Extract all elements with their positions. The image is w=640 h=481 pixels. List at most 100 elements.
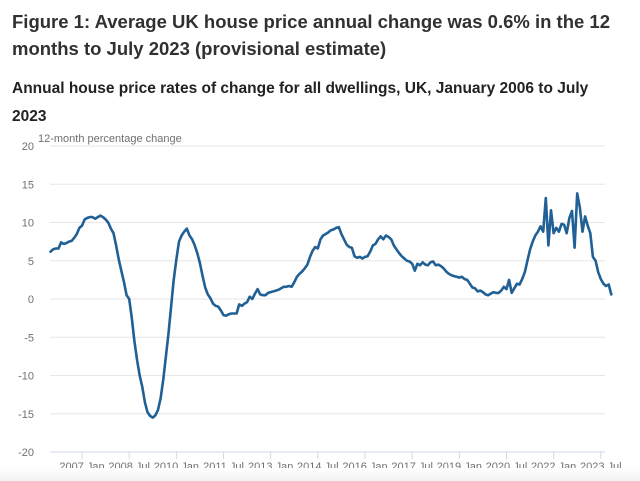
data-point <box>262 294 265 297</box>
data-point <box>379 235 382 238</box>
data-point <box>186 227 189 230</box>
data-point <box>288 285 291 288</box>
data-point <box>348 246 351 249</box>
data-point <box>476 290 479 293</box>
data-point <box>400 255 403 258</box>
data-point <box>382 238 385 241</box>
data-point <box>214 305 217 308</box>
data-point <box>332 228 335 231</box>
data-point <box>162 378 165 381</box>
data-point <box>416 263 419 266</box>
data-point <box>78 227 81 230</box>
data-point <box>364 256 367 259</box>
data-point <box>421 261 424 264</box>
data-point <box>338 226 341 229</box>
data-point <box>558 230 561 233</box>
data-point <box>220 309 223 312</box>
data-point <box>445 270 448 273</box>
data-point <box>49 250 52 253</box>
data-point <box>330 229 333 232</box>
data-point <box>471 286 474 289</box>
data-point <box>466 279 469 282</box>
data-point <box>592 256 595 259</box>
data-point <box>534 234 537 237</box>
data-point <box>144 401 147 404</box>
data-point <box>285 286 288 289</box>
data-point <box>395 248 398 251</box>
data-point <box>107 221 110 224</box>
data-point <box>269 291 272 294</box>
data-point <box>463 278 466 281</box>
data-point <box>500 289 503 292</box>
data-point <box>560 223 563 226</box>
data-point <box>243 302 246 305</box>
data-point <box>309 256 312 259</box>
data-point <box>133 340 136 343</box>
data-point <box>484 293 487 296</box>
data-point <box>277 289 280 292</box>
data-point <box>461 276 464 279</box>
y-tick-label: -15 <box>18 409 34 421</box>
data-point <box>228 313 231 316</box>
data-point <box>91 216 94 219</box>
data-point <box>207 293 210 296</box>
data-point <box>403 257 406 260</box>
data-point <box>178 240 181 243</box>
y-tick-label: 15 <box>22 179 34 191</box>
data-point <box>301 270 304 273</box>
data-point <box>131 317 134 320</box>
data-point <box>429 261 432 264</box>
data-point <box>306 263 309 266</box>
data-point <box>217 305 220 308</box>
data-point <box>317 247 320 250</box>
data-point <box>427 264 430 267</box>
data-point <box>314 246 317 249</box>
data-point <box>513 287 516 290</box>
data-point <box>209 297 212 300</box>
data-point <box>366 255 369 258</box>
data-point <box>222 314 225 317</box>
data-point <box>387 236 390 239</box>
data-point <box>353 255 356 258</box>
data-point <box>356 256 359 259</box>
data-point <box>175 258 178 261</box>
data-point <box>319 238 322 241</box>
data-point <box>157 409 160 412</box>
data-point <box>385 234 388 237</box>
data-point <box>238 303 241 306</box>
data-point <box>86 217 89 220</box>
data-point <box>442 267 445 270</box>
data-point <box>94 217 97 220</box>
data-point <box>390 238 393 241</box>
data-point <box>165 355 168 358</box>
data-point <box>605 285 608 288</box>
data-point <box>199 262 202 265</box>
y-tick-label: 5 <box>28 256 34 268</box>
y-tick-label: 0 <box>28 294 34 306</box>
gridlines <box>50 145 605 415</box>
chart-subtitle: Annual house price rates of change for a… <box>12 80 589 125</box>
data-point <box>607 283 610 286</box>
y-tick-label: -20 <box>18 447 34 459</box>
data-point <box>241 305 244 308</box>
data-point <box>293 281 296 284</box>
data-point <box>167 332 170 335</box>
data-point <box>303 267 306 270</box>
data-point <box>594 260 597 263</box>
data-point <box>424 263 427 266</box>
data-point <box>398 252 401 255</box>
data-point <box>298 273 301 276</box>
data-point <box>159 397 162 400</box>
data-point <box>351 246 354 249</box>
data-point <box>327 231 330 234</box>
data-point <box>343 238 346 241</box>
data-point <box>68 240 71 243</box>
data-point <box>345 243 348 246</box>
data-point <box>571 210 574 213</box>
data-point <box>369 250 372 253</box>
data-point <box>311 250 314 253</box>
data-point <box>128 298 131 301</box>
data-point <box>579 206 582 209</box>
data-point <box>254 292 257 295</box>
data-point <box>57 247 60 250</box>
